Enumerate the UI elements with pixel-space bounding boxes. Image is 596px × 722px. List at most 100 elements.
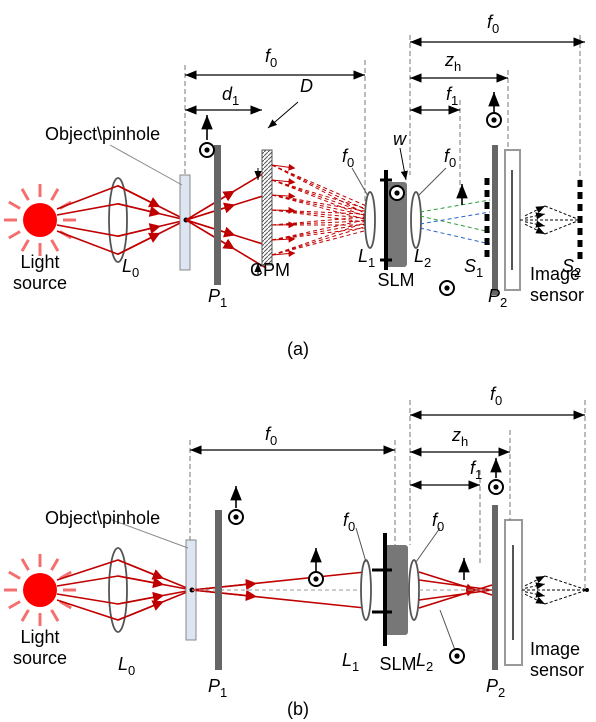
- subscript: 0: [437, 519, 444, 534]
- subscript: 0: [449, 155, 456, 170]
- symbol: L: [122, 256, 132, 276]
- subscript: 2: [498, 685, 505, 700]
- symbol-label: P1: [208, 676, 227, 700]
- ray: [272, 165, 370, 216]
- ray-arrow: [186, 194, 230, 220]
- focus-point: [585, 588, 589, 592]
- light-ray: [9, 572, 20, 579]
- light-ray: [9, 232, 20, 239]
- polarization-dot: [493, 484, 498, 489]
- light-source: [23, 573, 57, 607]
- polarization-dot: [313, 576, 318, 581]
- polarization-dot: [233, 514, 238, 519]
- symbol: P: [488, 286, 500, 306]
- ray: [419, 590, 492, 600]
- polarization-dot: [491, 117, 496, 122]
- diverging-ray: [545, 576, 587, 590]
- polarizer: [214, 145, 221, 285]
- subscript: 1: [232, 93, 239, 108]
- lens: [365, 192, 375, 248]
- label-line: source: [13, 648, 67, 668]
- light-ray: [22, 189, 29, 200]
- ray: [272, 180, 370, 214]
- ray-arrow: [186, 206, 230, 220]
- symbol-label: f0: [265, 46, 277, 70]
- subscript: 0: [495, 393, 502, 408]
- symbol-label: f0: [487, 12, 499, 36]
- subscript: 1: [220, 295, 227, 310]
- diverging-ray: [525, 222, 545, 226]
- symbol-label: zh: [444, 50, 461, 74]
- label-line: Light: [20, 252, 59, 272]
- polarization-dot: [444, 285, 449, 290]
- lens: [409, 560, 419, 620]
- diverging-ray: [525, 584, 545, 588]
- ray-arrow: [186, 220, 230, 234]
- light-ray: [22, 240, 29, 251]
- leader-line: [400, 148, 406, 180]
- polarizer: [492, 505, 498, 670]
- symbol-label: f0: [432, 510, 444, 534]
- symbol-label: P1: [208, 286, 227, 310]
- symbol-label: d1: [222, 84, 239, 108]
- symbol-label: f1: [446, 84, 458, 108]
- label: SLM: [377, 270, 414, 290]
- cpm: [262, 150, 272, 265]
- label-line: source: [13, 273, 67, 293]
- diverging-ray: [545, 590, 587, 604]
- light-ray: [9, 202, 20, 209]
- ray: [420, 228, 490, 244]
- diverging-ray: [545, 220, 580, 234]
- label: w: [393, 129, 407, 149]
- ray: [420, 200, 490, 212]
- leader-line: [440, 610, 455, 650]
- polarization-dot: [394, 190, 399, 195]
- subscript: 1: [475, 467, 482, 482]
- symbol-label: f0: [490, 384, 502, 408]
- leader-line: [356, 528, 366, 562]
- ray-arrow: [419, 592, 470, 608]
- ray: [272, 165, 370, 212]
- symbol-label: L0: [122, 256, 139, 280]
- symbol-label: S1: [464, 256, 483, 280]
- symbol-label: f0: [343, 510, 355, 534]
- diverging-ray: [525, 592, 545, 596]
- subscript: 1: [220, 685, 227, 700]
- label-line: Image: [530, 639, 580, 659]
- symbol: L: [416, 650, 426, 670]
- subscript: 0: [348, 519, 355, 534]
- leader-line: [418, 168, 446, 196]
- label: SLM: [379, 654, 416, 674]
- subscript: h: [461, 434, 468, 449]
- label-line: Image: [530, 264, 580, 284]
- symbol-label: L2: [414, 246, 431, 270]
- light-ray: [52, 559, 59, 570]
- subscript: 1: [368, 255, 375, 270]
- subscript: h: [454, 59, 461, 74]
- ray: [272, 165, 370, 208]
- label: (b): [287, 699, 309, 719]
- object-pinhole: [180, 175, 190, 270]
- symbol-label: L1: [358, 246, 375, 270]
- symbol: L: [414, 246, 424, 266]
- light-source: [23, 203, 57, 237]
- ray: [419, 580, 492, 590]
- leader-line: [268, 102, 298, 128]
- symbol-label: f0: [444, 146, 456, 170]
- lens: [411, 192, 421, 248]
- polarizer: [215, 510, 222, 670]
- ray: [272, 210, 370, 219]
- label: (a): [287, 339, 309, 359]
- ray: [272, 195, 370, 212]
- light-ray: [22, 610, 29, 621]
- symbol-label: f0: [342, 146, 354, 170]
- lens: [361, 560, 371, 620]
- symbol: P: [208, 286, 220, 306]
- subscript: 0: [270, 55, 277, 70]
- subscript: 0: [128, 663, 135, 678]
- symbol: S: [464, 256, 476, 276]
- subscript: 2: [426, 659, 433, 674]
- subscript: 0: [492, 21, 499, 36]
- subscript: 0: [347, 155, 354, 170]
- symbol-label: f1: [470, 458, 482, 482]
